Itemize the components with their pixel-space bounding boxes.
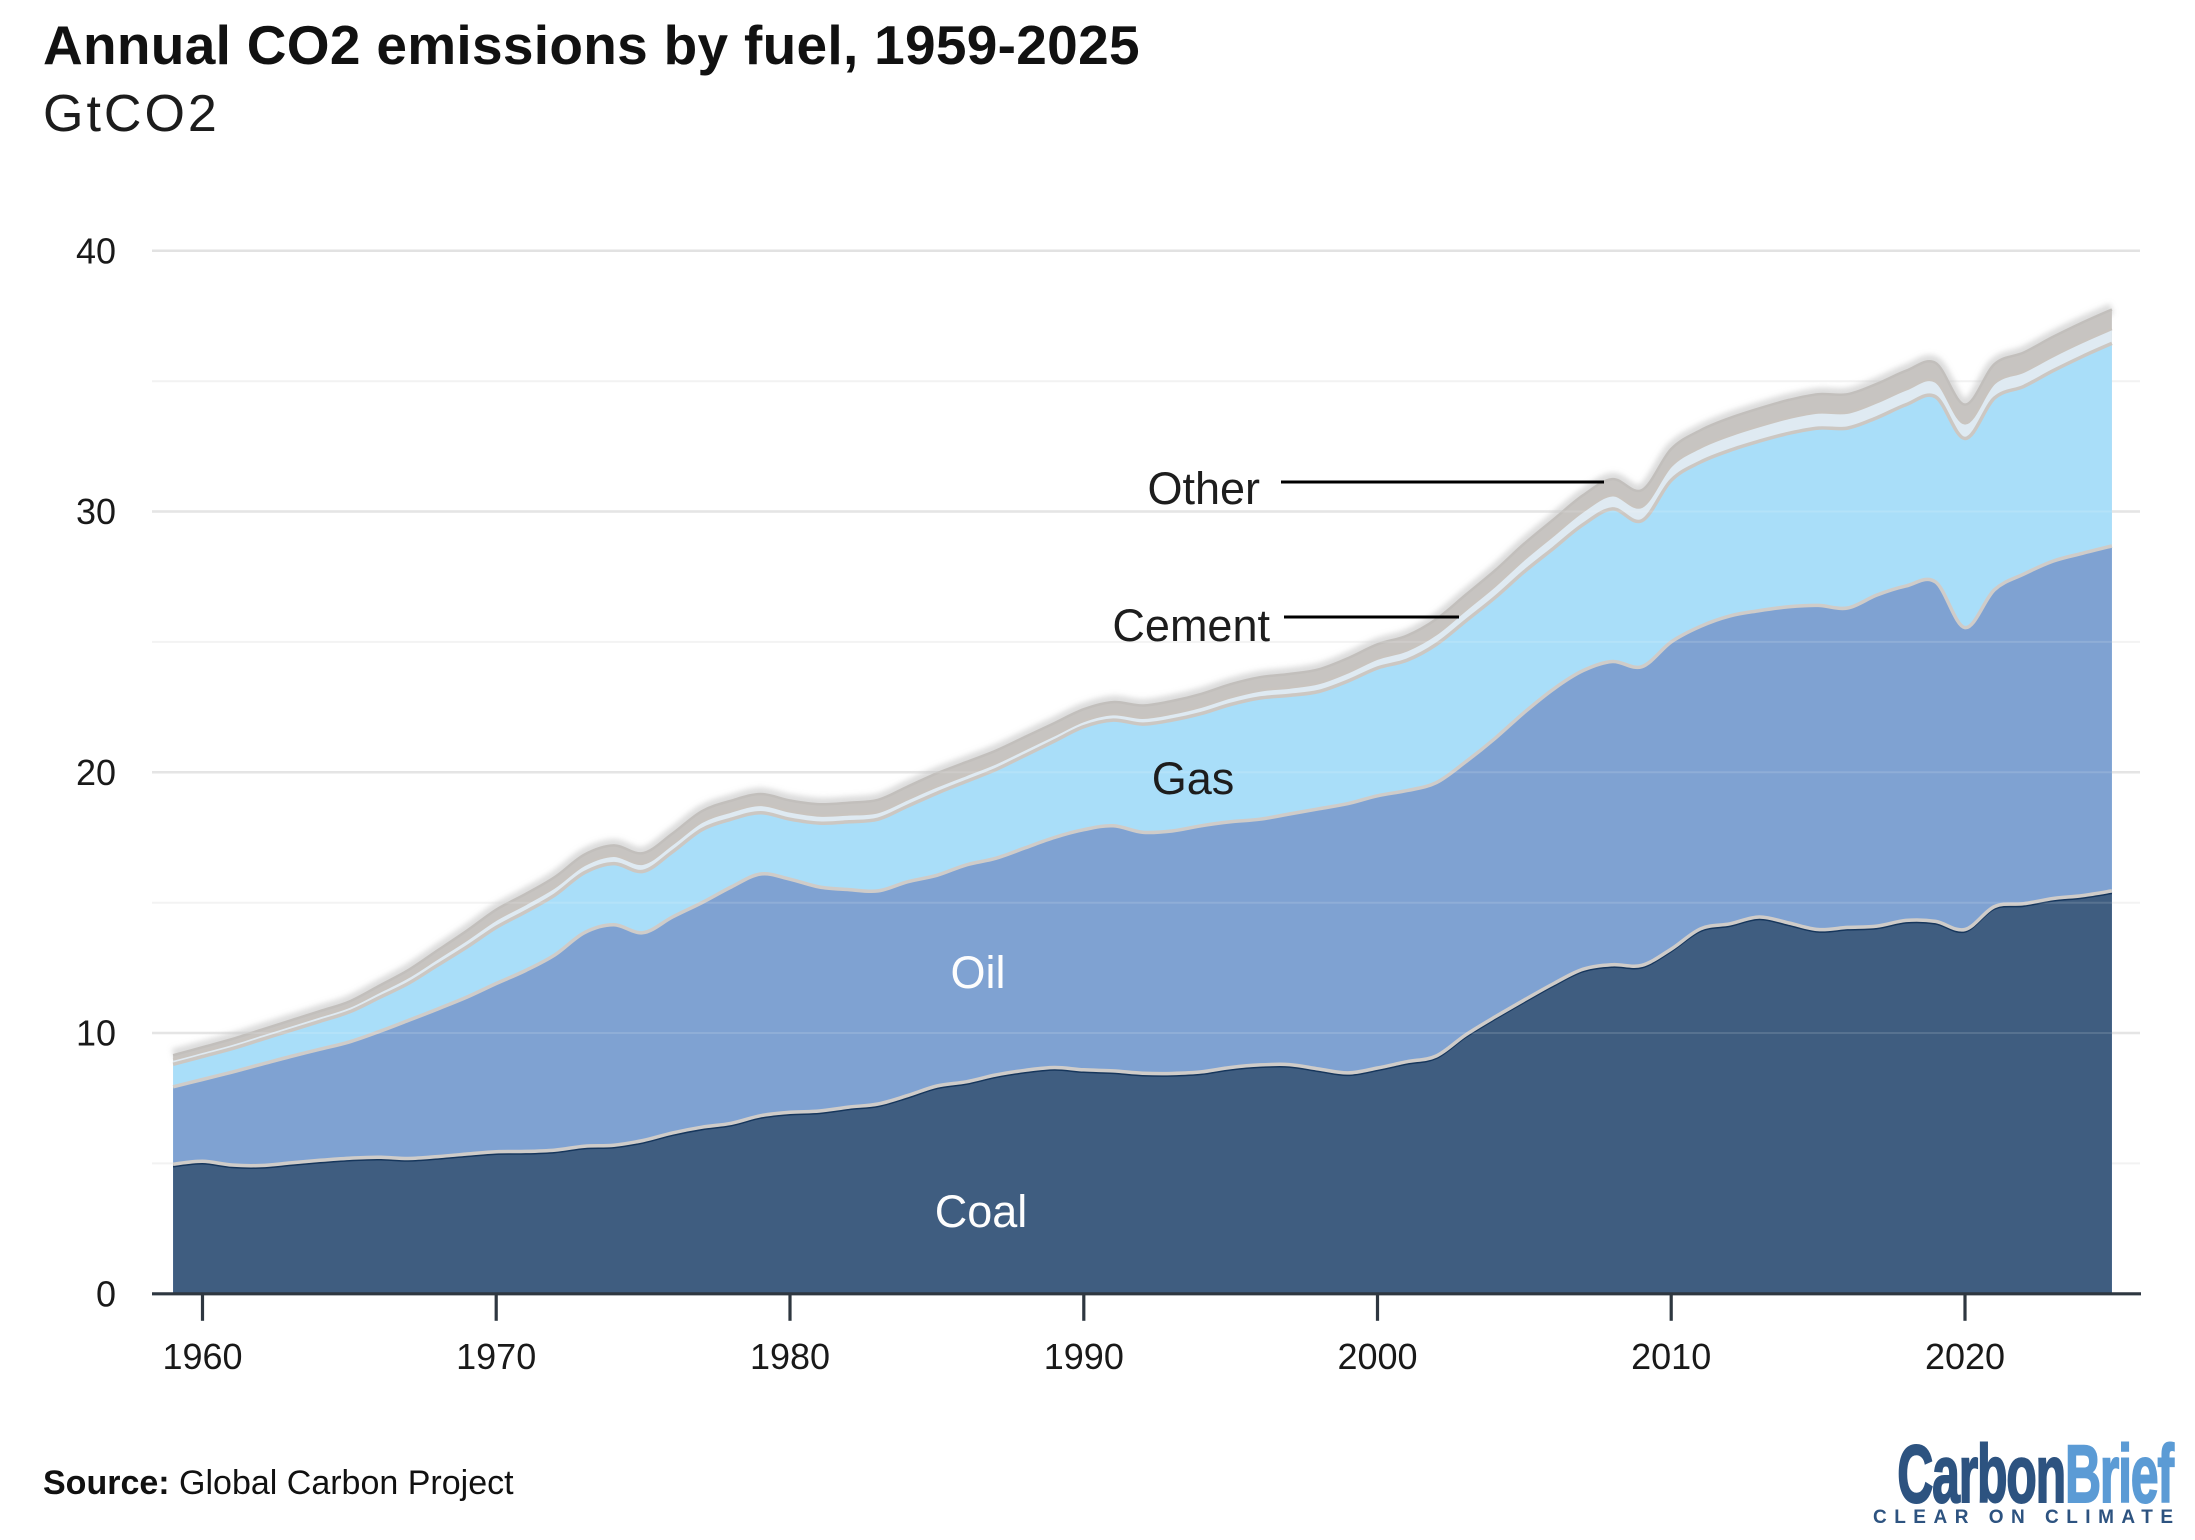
svg-text:30: 30 — [76, 491, 116, 532]
svg-text:Cement: Cement — [1112, 600, 1270, 651]
svg-text:40: 40 — [76, 230, 116, 271]
svg-text:1960: 1960 — [162, 1336, 242, 1377]
svg-text:10: 10 — [76, 1013, 116, 1054]
svg-text:2010: 2010 — [1631, 1336, 1711, 1377]
svg-text:Oil: Oil — [951, 947, 1006, 998]
svg-text:2020: 2020 — [1925, 1336, 2005, 1377]
svg-text:1980: 1980 — [750, 1336, 830, 1377]
svg-text:20: 20 — [76, 752, 116, 793]
svg-text:Gas: Gas — [1152, 753, 1235, 804]
svg-text:0: 0 — [96, 1273, 116, 1314]
svg-text:2000: 2000 — [1337, 1336, 1417, 1377]
svg-text:Coal: Coal — [935, 1186, 1028, 1237]
svg-text:1990: 1990 — [1044, 1336, 1124, 1377]
svg-text:1970: 1970 — [456, 1336, 536, 1377]
svg-text:Other: Other — [1147, 463, 1260, 514]
